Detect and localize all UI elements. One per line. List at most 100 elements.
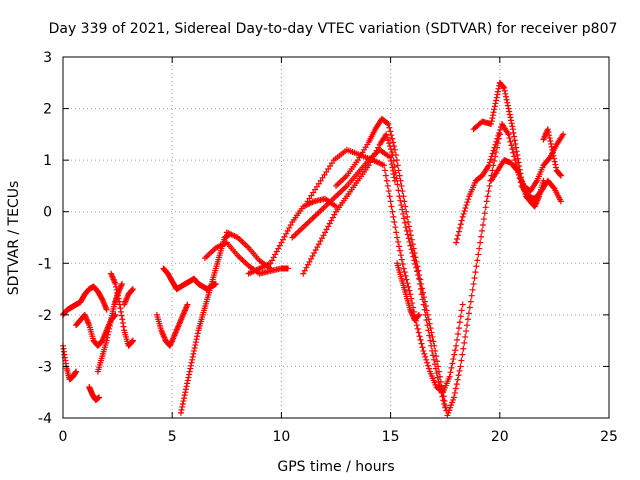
data-point [477, 239, 484, 246]
data-point [506, 111, 513, 118]
data-point [415, 329, 422, 336]
y-tick-label: -3 [38, 359, 52, 375]
data-point [435, 363, 442, 370]
data-point [425, 362, 432, 369]
data-point [415, 312, 422, 319]
data-point [489, 150, 496, 157]
data-point [466, 304, 473, 311]
data-point [547, 140, 554, 147]
data-point [384, 182, 391, 189]
data-point [400, 265, 407, 272]
data-point [496, 129, 503, 136]
data-point [405, 283, 412, 290]
data-point [396, 247, 403, 254]
data-point [494, 91, 501, 98]
data-point [387, 128, 394, 135]
data-point [181, 395, 188, 402]
data-point [486, 159, 493, 166]
data-point [389, 135, 396, 142]
data-point [459, 351, 466, 358]
data-point [129, 286, 136, 293]
data-point [483, 198, 490, 205]
data-point [402, 203, 409, 210]
x-tick-label: 15 [382, 429, 400, 445]
data-point [509, 146, 516, 153]
data-point [516, 163, 523, 170]
data-point [416, 333, 423, 340]
y-tick-label: 0 [43, 205, 52, 221]
data-point [511, 137, 518, 144]
data-point [385, 121, 392, 128]
data-point [471, 275, 478, 282]
data-point [410, 245, 417, 252]
data-point [396, 172, 403, 179]
x-tick-label: 0 [59, 429, 68, 445]
data-point [417, 286, 424, 293]
data-point [453, 342, 460, 349]
data-point [452, 385, 459, 392]
data-point [449, 360, 456, 367]
data-point [549, 146, 556, 153]
data-point [492, 100, 499, 107]
plot-frame [62, 56, 610, 419]
data-point [501, 87, 508, 94]
series-track-g [121, 286, 136, 308]
data-point [398, 256, 405, 263]
data-point [408, 236, 415, 243]
data-point [426, 320, 433, 327]
data-point [451, 351, 458, 358]
data-point [475, 251, 482, 258]
data-point [393, 157, 400, 164]
data-point [403, 276, 410, 283]
data-point [180, 398, 187, 405]
data-point [119, 316, 126, 323]
data-point [182, 386, 189, 393]
data-point [481, 210, 488, 217]
data-point [454, 336, 461, 343]
series-track-v [540, 126, 564, 179]
data-point [114, 292, 121, 299]
data-point [191, 345, 198, 352]
data-point [387, 198, 394, 205]
data-point [402, 272, 409, 279]
data-point [491, 144, 498, 151]
data-point [403, 208, 410, 215]
data-point [454, 235, 461, 242]
data-point [406, 227, 413, 234]
data-point [502, 90, 509, 97]
data-point [511, 153, 518, 160]
data-point [394, 234, 401, 241]
series-track-p [304, 146, 466, 396]
data-point [424, 359, 431, 366]
data-point [513, 148, 520, 155]
data-point [103, 306, 110, 313]
data-point [504, 102, 511, 109]
data-point [500, 84, 507, 91]
data-point [552, 161, 559, 168]
data-point [506, 108, 513, 115]
data-point [186, 371, 193, 378]
data-point [478, 233, 485, 240]
data-point [456, 224, 463, 231]
data-point [129, 337, 136, 344]
data-point [419, 344, 426, 351]
data-point [182, 389, 189, 396]
data-point [417, 336, 424, 343]
data-point [488, 153, 495, 160]
data-point [463, 202, 470, 209]
data-point [104, 331, 111, 338]
data-point [386, 193, 393, 200]
data-point [459, 301, 466, 308]
y-tick-label: -2 [38, 308, 52, 324]
data-point [474, 257, 481, 264]
data-point [557, 198, 564, 205]
data-point [552, 164, 559, 171]
data-point [397, 197, 404, 204]
data-point [422, 353, 429, 360]
series-track-u [488, 131, 567, 195]
data-point [384, 134, 391, 141]
data-point [381, 162, 388, 169]
data-point [391, 219, 398, 226]
y-tick-label: -1 [38, 256, 52, 272]
data-point [402, 224, 409, 231]
